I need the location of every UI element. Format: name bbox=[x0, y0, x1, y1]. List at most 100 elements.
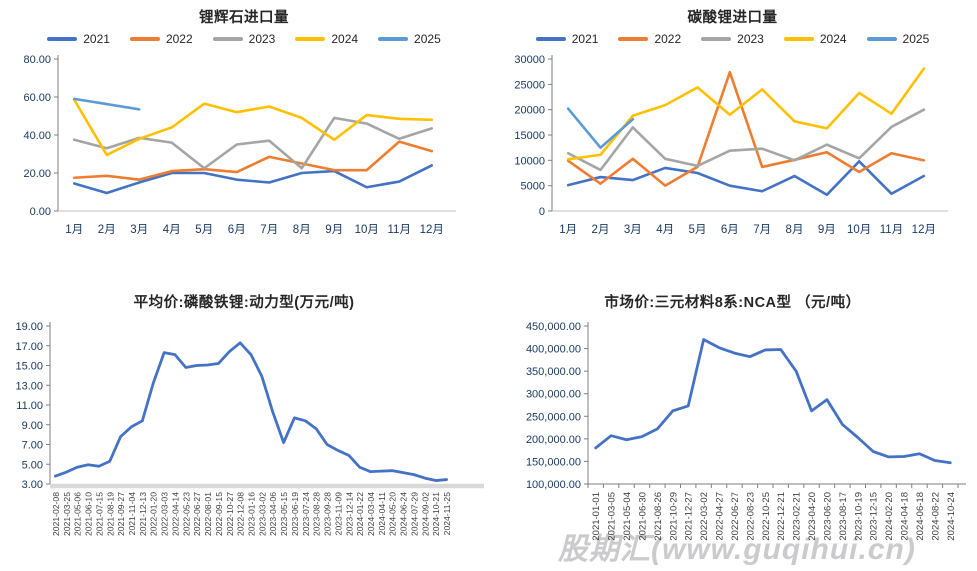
y-tick-label: 19.00 bbox=[15, 321, 43, 333]
x-tick-label: 8月 bbox=[293, 224, 311, 236]
x-tick-label: 3月 bbox=[624, 224, 642, 236]
x-tick-label: 12月 bbox=[420, 224, 444, 236]
x-tick-label: 2024-06-24 bbox=[399, 492, 409, 536]
x-tick-label: 11月 bbox=[880, 224, 903, 236]
x-tick-label: 6月 bbox=[721, 224, 739, 236]
legend-item-2023: 2023 bbox=[701, 32, 764, 46]
legend-label: 2022 bbox=[654, 32, 682, 46]
series-line-2021 bbox=[566, 160, 926, 197]
x-tick-label: 2023-12-14 bbox=[344, 492, 354, 536]
y-tick-label: 40.00 bbox=[23, 130, 51, 142]
y-tick-label: 5000 bbox=[521, 181, 545, 193]
series-line-2024 bbox=[566, 67, 926, 161]
y-tick-label: 0 bbox=[539, 206, 545, 218]
x-tick-label: 2022-01-20 bbox=[149, 492, 159, 536]
x-tick-label: 4月 bbox=[656, 224, 674, 236]
series-line-2024 bbox=[72, 98, 434, 157]
y-tick-label: 80.00 bbox=[23, 54, 51, 66]
x-tick-label: 2023-06-19 bbox=[290, 492, 300, 536]
x-tick-label: 2021-07-15 bbox=[94, 492, 104, 536]
x-tick-label: 8月 bbox=[786, 224, 804, 236]
chart-plot-lfp-price: 3.00 5.00 7.00 9.00 11.00 13.00 15.00 17.00 19.0… bbox=[15, 321, 484, 536]
y-tick-label: 30000 bbox=[514, 54, 545, 66]
x-tick-label: 2022-06-27 bbox=[192, 492, 202, 536]
x-tick-label: 2024-06-18 bbox=[915, 492, 926, 541]
x-tick-label: 3月 bbox=[130, 224, 148, 236]
chart-title-spodumene: 锂辉石进口量 bbox=[199, 10, 289, 26]
x-tick-label: 2023-04-06 bbox=[268, 492, 278, 536]
x-tick-label: 2022-03-02 bbox=[699, 492, 710, 541]
legend-line-swatch bbox=[129, 37, 160, 41]
legend-line-swatch bbox=[701, 37, 732, 41]
x-tick-label: 2022-08-01 bbox=[203, 492, 213, 536]
x-tick-label: 2021-03-25 bbox=[62, 492, 72, 536]
x-tick-label: 2024-11-25 bbox=[442, 492, 452, 536]
x-tick-label: 2024-05-20 bbox=[388, 492, 398, 536]
x-tick-label: 2023-06-20 bbox=[822, 492, 833, 541]
y-tick-label: 200,000.00 bbox=[526, 434, 581, 446]
x-tick-label: 6月 bbox=[228, 224, 246, 236]
x-tick-label: 9月 bbox=[325, 224, 343, 236]
x-tick-label: 7月 bbox=[260, 224, 278, 236]
legend-label: 2024 bbox=[819, 32, 847, 46]
legend-label: 2024 bbox=[331, 32, 359, 46]
chart-plot-nca-price: 100,000.00 150,000.00 200,000.00 250,000.00… bbox=[526, 321, 966, 541]
x-tick-label: 2021-05-06 bbox=[73, 492, 83, 536]
series-line-市场价:三元材料8系:NCA型 bbox=[594, 338, 952, 465]
y-tick-label: 0.00 bbox=[30, 206, 51, 218]
chart-panel-nca-market-price: 市场价:三元材料8系:NCA型 （元/吨） 100,000.00 150,000.… bbox=[488, 285, 977, 571]
x-tick-label: 2021-10-29 bbox=[668, 492, 679, 541]
chart-panel-spodumene-imports: 锂辉石进口量 2021 2022 2023 2024 2025 0.00 20.00 40.… bbox=[0, 0, 488, 285]
x-tick-label: 2023-05-15 bbox=[279, 492, 289, 536]
legend-item-2024: 2024 bbox=[783, 32, 847, 46]
y-tick-label: 20.00 bbox=[23, 168, 51, 180]
legend-item-2021: 2021 bbox=[535, 32, 598, 46]
series-line-2021 bbox=[72, 164, 434, 195]
legend-item-2023: 2023 bbox=[212, 32, 276, 46]
legend-label: 2023 bbox=[248, 32, 276, 46]
y-tick-label: 250,000.00 bbox=[526, 411, 581, 423]
x-tick-label: 2021-05-04 bbox=[622, 492, 633, 541]
y-tick-label: 7.00 bbox=[22, 440, 43, 452]
x-tick-label: 2021-02-08 bbox=[51, 492, 61, 536]
legend-line-swatch bbox=[295, 37, 326, 41]
y-tick-label: 350,000.00 bbox=[526, 366, 581, 378]
y-tick-label: 17.00 bbox=[15, 341, 43, 353]
y-tick-label: 450,000.00 bbox=[526, 321, 581, 333]
legend-line-swatch bbox=[618, 37, 649, 41]
x-tick-label: 2022-04-27 bbox=[715, 492, 726, 541]
x-tick-label: 1月 bbox=[65, 224, 83, 236]
chart-legend-spodumene: 2021 2022 2023 2024 2025 bbox=[0, 29, 488, 49]
x-tick-label: 4月 bbox=[163, 224, 181, 236]
x-tick-label: 10月 bbox=[847, 224, 871, 236]
legend-label: 2023 bbox=[737, 32, 764, 46]
x-tick-label: 9月 bbox=[818, 224, 836, 236]
x-tick-label: 2023-10-19 bbox=[853, 492, 864, 541]
x-tick-label: 2024-07-29 bbox=[409, 492, 419, 536]
y-tick-label: 15000 bbox=[514, 130, 545, 142]
x-tick-label: 2022-12-08 bbox=[236, 492, 246, 536]
x-tick-label: 2024-01-22 bbox=[355, 492, 365, 536]
x-tick-label: 10月 bbox=[355, 224, 379, 236]
chart-panel-lfp-average-price: 平均价:磷酸铁锂:动力型(万元/吨) 3.00 5.00 7.00 9.00 11.00… bbox=[0, 285, 488, 571]
x-tick-label: 2022-12-21 bbox=[776, 492, 787, 541]
legend-item-2024: 2024 bbox=[295, 32, 358, 46]
x-tick-label: 2021-08-19 bbox=[105, 492, 115, 536]
y-tick-label: 400,000.00 bbox=[526, 344, 581, 356]
x-tick-label: 2021-12-13 bbox=[138, 492, 148, 536]
legend-item-2022: 2022 bbox=[129, 32, 193, 46]
legend-item-2021: 2021 bbox=[47, 32, 110, 46]
x-tick-label: 2023-11-09 bbox=[333, 492, 343, 536]
x-tick-label: 2024-09-02 bbox=[420, 492, 430, 536]
series-line-2025 bbox=[566, 107, 635, 149]
x-tick-label: 2024-04-18 bbox=[900, 492, 911, 541]
y-tick-label: 15.00 bbox=[15, 361, 43, 373]
x-tick-label: 2022-10-25 bbox=[761, 492, 772, 541]
x-tick-label: 2021-11-04 bbox=[127, 492, 137, 536]
chart-plot-spodumene: 0.00 20.00 40.00 60.00 80.00 1月 2月 3月 4月 5月 6月 7月 8月… bbox=[23, 54, 456, 236]
series-line-2025 bbox=[72, 97, 141, 111]
chart-plot-lithium-carbonate: 0 5000 10000 15000 20000 25000 30000 1月 2月 3月 4月 5月… bbox=[514, 54, 948, 236]
x-tick-label: 2023-02-21 bbox=[792, 492, 803, 541]
